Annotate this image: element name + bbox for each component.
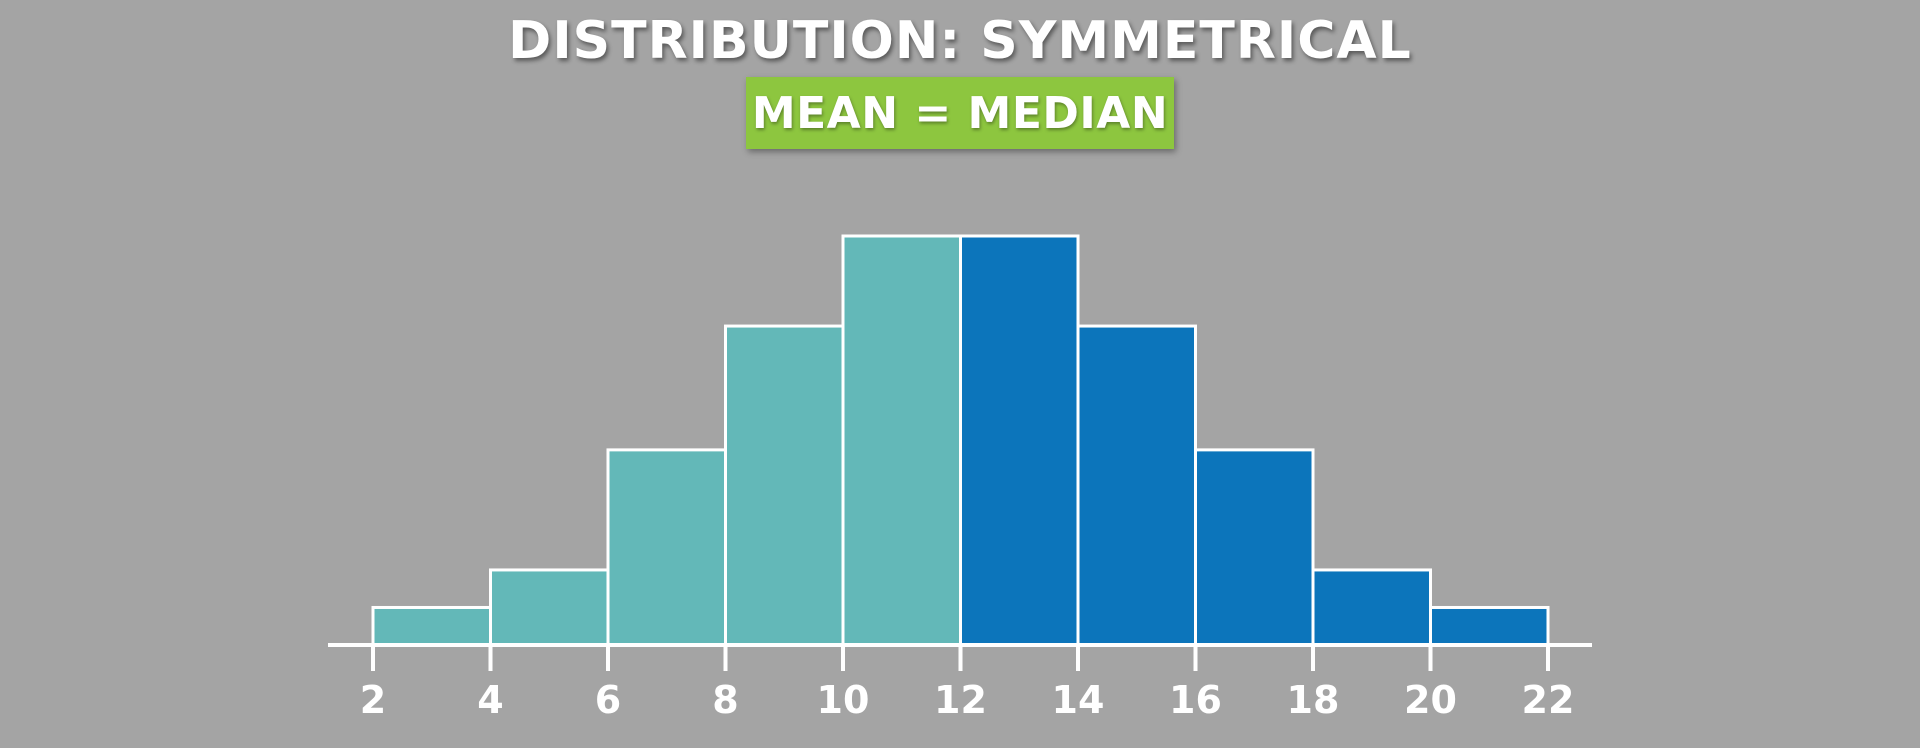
histogram-bar-10-12	[841, 234, 962, 647]
x-tick-label-10: 10	[817, 678, 870, 722]
histogram-bar-6-8	[606, 448, 727, 647]
histogram-bar-2-4	[371, 605, 492, 647]
histogram-bar-16-18	[1194, 448, 1315, 647]
x-tick-label-12: 12	[934, 678, 987, 722]
bars-group	[371, 234, 1550, 647]
x-tick-label-18: 18	[1287, 678, 1340, 722]
x-axis: 2 4 6 8 10 12 14 16 18 20 22	[328, 643, 1592, 722]
histogram-bar-8-10	[724, 324, 845, 647]
x-tick-label-14: 14	[1052, 678, 1105, 722]
x-tick-label-16: 16	[1169, 678, 1222, 722]
histogram-bar-4-6	[489, 568, 610, 647]
histogram-bar-18-20	[1311, 568, 1432, 647]
histogram-bar-20-22	[1429, 605, 1550, 647]
x-tick-label-4: 4	[477, 678, 503, 722]
badge-label: MEAN = MEDIAN	[751, 87, 1169, 139]
histogram-bar-14-16	[1076, 324, 1197, 647]
x-tick-label-8: 8	[712, 678, 738, 722]
chart-title: DISTRIBUTION: SYMMETRICAL	[508, 11, 1412, 71]
x-tick-label-6: 6	[595, 678, 621, 722]
x-tick-label-20: 20	[1404, 678, 1457, 722]
x-tick-label-2: 2	[360, 678, 386, 722]
mean-median-badge: MEAN = MEDIAN	[746, 77, 1174, 149]
histogram-bar-12-14	[959, 234, 1080, 647]
x-tick-label-22: 22	[1522, 678, 1575, 722]
